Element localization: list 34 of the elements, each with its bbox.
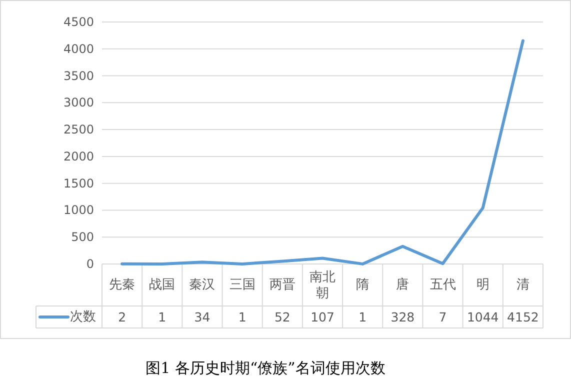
x-tick-label: 唐 [396,278,410,292]
data-label: 1 [238,310,246,324]
x-tick-label: 南北朝 [310,270,336,300]
y-tick-label: 2000 [63,149,94,164]
y-tick-label: 500 [71,230,94,244]
data-label: 52 [274,310,290,324]
x-tick-label: 战国 [149,278,176,292]
x-tick-label: 隋 [356,278,370,292]
y-tick-label: 4500 [63,15,94,29]
data-label: 107 [310,310,334,324]
y-tick-label: 3500 [63,68,94,83]
x-tick-label: 三国 [229,278,256,292]
data-label: 1 [358,310,367,324]
legend-label: 次数 [70,310,96,324]
data-label: 34 [194,310,210,324]
data-label: 7 [438,310,447,324]
data-label: 4152 [507,310,539,324]
y-tick-label: 3000 [63,96,94,110]
y-tick-label: 2500 [63,122,94,137]
y-tick-label: 1000 [63,203,94,218]
data-label: 1044 [466,310,499,324]
text: 图1 各历史时期“僚族”名词使用次数 [146,359,386,377]
x-tick-label: 清 [516,278,530,292]
x-tick-label: 先秦 [109,278,136,292]
y-tick-label: 1500 [63,176,94,190]
x-tick-label: 秦汉 [189,278,216,292]
y-tick-label: 0 [86,257,94,271]
x-tick-label: 两晋 [269,278,296,292]
data-label: 1 [158,310,166,324]
x-tick-label: 五代 [430,278,456,292]
data-label: 328 [390,310,415,324]
y-tick-label: 4000 [63,42,94,56]
x-tick-label: 明 [476,278,490,292]
data-label: 2 [118,310,126,324]
